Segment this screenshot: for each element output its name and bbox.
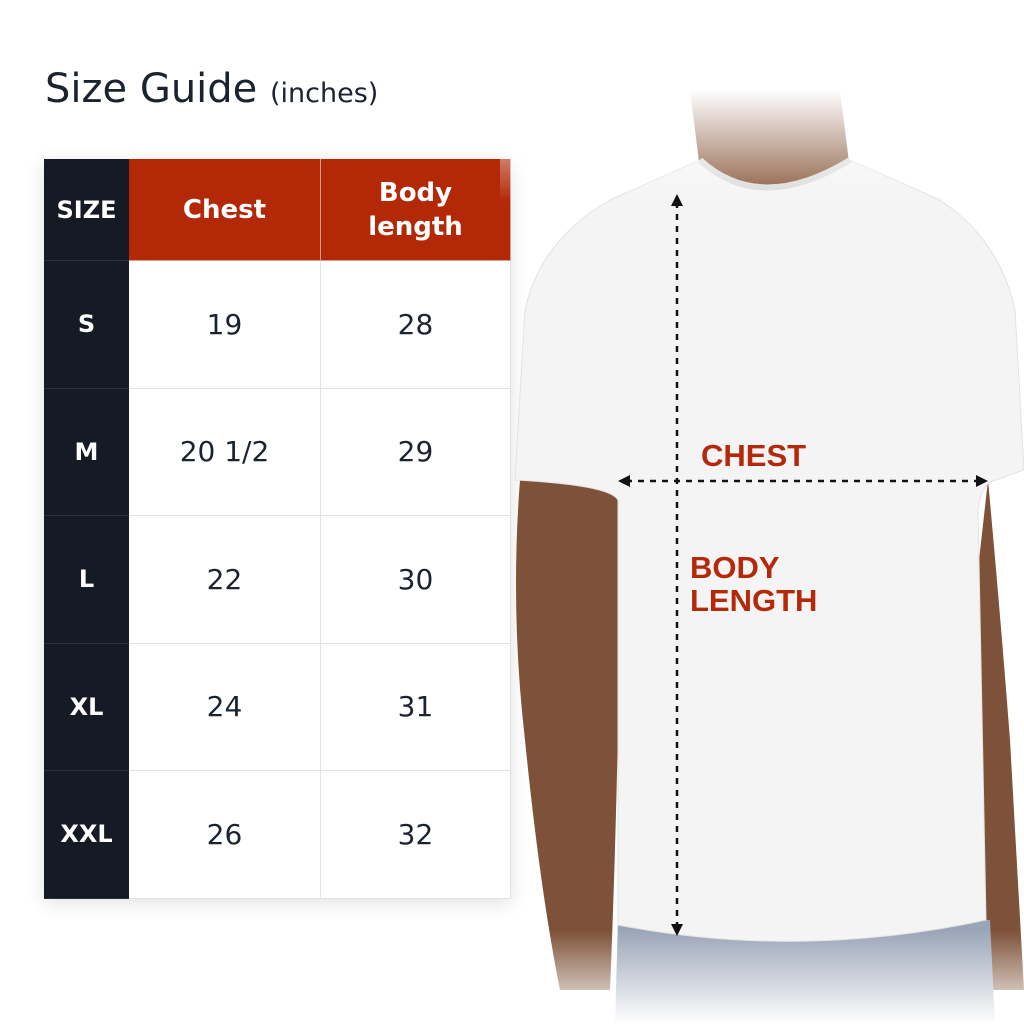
- header-body-length: Body length: [321, 159, 511, 261]
- chest-cell: 26: [129, 771, 321, 899]
- table-row: XL 24 31: [44, 643, 511, 771]
- size-cell: M: [44, 388, 129, 516]
- title-unit: (inches): [270, 78, 379, 109]
- body-length-cell: 31: [321, 643, 511, 771]
- header-size: SIZE: [44, 159, 129, 261]
- body-length-cell: 32: [321, 771, 511, 899]
- page-title: Size Guide (inches): [45, 66, 378, 112]
- body-length-cell: 29: [321, 388, 511, 516]
- body-length-label: BODY LENGTH: [690, 551, 817, 617]
- table-row: S 19 28: [44, 261, 511, 389]
- chest-cell: 19: [129, 261, 321, 389]
- size-table: SIZE Chest Body length S 19 28 M 20 1/2 29 L 22…: [44, 159, 511, 899]
- chest-cell: 24: [129, 643, 321, 771]
- table-row: L 22 30: [44, 516, 511, 644]
- header-chest: Chest: [129, 159, 321, 261]
- table-row: M 20 1/2 29: [44, 388, 511, 516]
- body-length-cell: 30: [321, 516, 511, 644]
- header-body-length-text: Body length: [368, 177, 463, 242]
- tshirt-illustration: CHEST BODY LENGTH: [500, 90, 1024, 1024]
- size-cell: XL: [44, 643, 129, 771]
- chest-cell: 22: [129, 516, 321, 644]
- size-cell: L: [44, 516, 129, 644]
- chest-label: CHEST: [701, 438, 807, 473]
- size-cell: S: [44, 261, 129, 389]
- chest-cell: 20 1/2: [129, 388, 321, 516]
- body-length-cell: 28: [321, 261, 511, 389]
- body-length-label-line1: BODY: [690, 550, 780, 585]
- tshirt-model-image: [500, 90, 1024, 1024]
- table-header: SIZE Chest Body length: [44, 159, 511, 261]
- size-cell: XXL: [44, 771, 129, 899]
- title-main: Size Guide: [45, 66, 258, 112]
- table-row: XXL 26 32: [44, 771, 511, 899]
- body-length-label-line2: LENGTH: [690, 583, 818, 618]
